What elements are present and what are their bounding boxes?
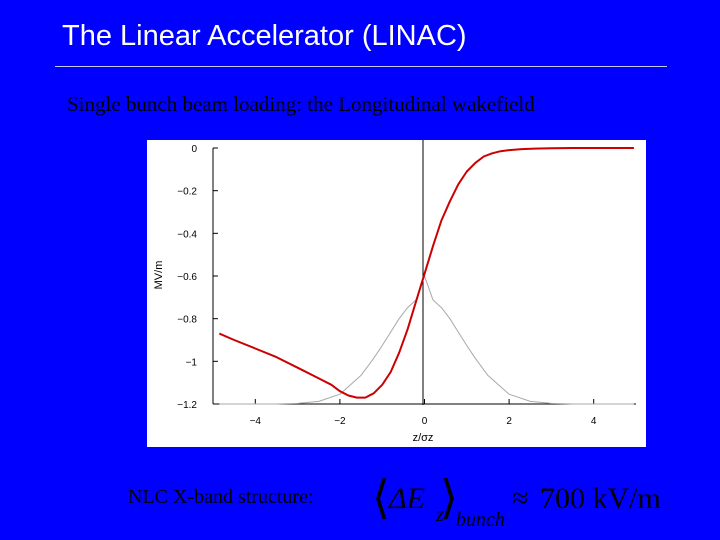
wakefield-chart: 0 −0.2 −0.4 −0.6 −0.8 −1 −1.2 −4 −2 0 2 4 MV/m z/σ… <box>147 140 646 447</box>
y-axis-label: MV/m <box>153 261 165 290</box>
y-tick-label: −0.2 <box>177 187 197 198</box>
x-tick-label: 2 <box>506 416 512 427</box>
x-tick-label: −2 <box>334 416 346 427</box>
formula-bracket-open: ⟨ <box>372 472 390 523</box>
bunch-profile-curve <box>219 275 634 405</box>
formula-bracket-close: ⟩ <box>440 472 458 523</box>
x-tick-label: 0 <box>422 416 428 427</box>
formula-delta-e-text: ΔE <box>389 482 425 515</box>
y-tick-label: −1.2 <box>177 400 197 411</box>
x-axis-label: z/σz <box>413 432 434 444</box>
y-tick-label: 0 <box>191 144 197 155</box>
formula-delta-e: ΔE <box>389 482 425 516</box>
y-tick-label: −0.8 <box>177 315 197 326</box>
formula-approx: ≈ <box>512 482 529 515</box>
formula-subscript-bunch: bunch <box>456 509 505 531</box>
y-tick-label: −1 <box>186 357 198 368</box>
formula-subscript-z: z <box>436 504 444 526</box>
slide-title: The Linear Accelerator (LINAC) <box>62 20 467 52</box>
title-divider <box>55 66 667 67</box>
y-tick-label: −0.6 <box>177 272 197 283</box>
slide-subtitle: Single bunch beam loading: the Longitudi… <box>67 92 535 116</box>
x-tick-label: 4 <box>591 416 597 427</box>
formula-value: 700 kV/m <box>540 482 661 515</box>
wakefield-curve <box>218 147 634 399</box>
gradient-formula: ⟨ ΔE z ⟩ bunch ≈ 700 kV/m <box>372 472 692 534</box>
x-tick-label: −4 <box>250 416 262 427</box>
structure-label: NLC X-band structure: <box>128 486 314 508</box>
chart-svg: 0 −0.2 −0.4 −0.6 −0.8 −1 −1.2 −4 −2 0 2 4 MV/m z/σ… <box>153 140 636 444</box>
y-tick-label: −0.4 <box>177 229 197 240</box>
